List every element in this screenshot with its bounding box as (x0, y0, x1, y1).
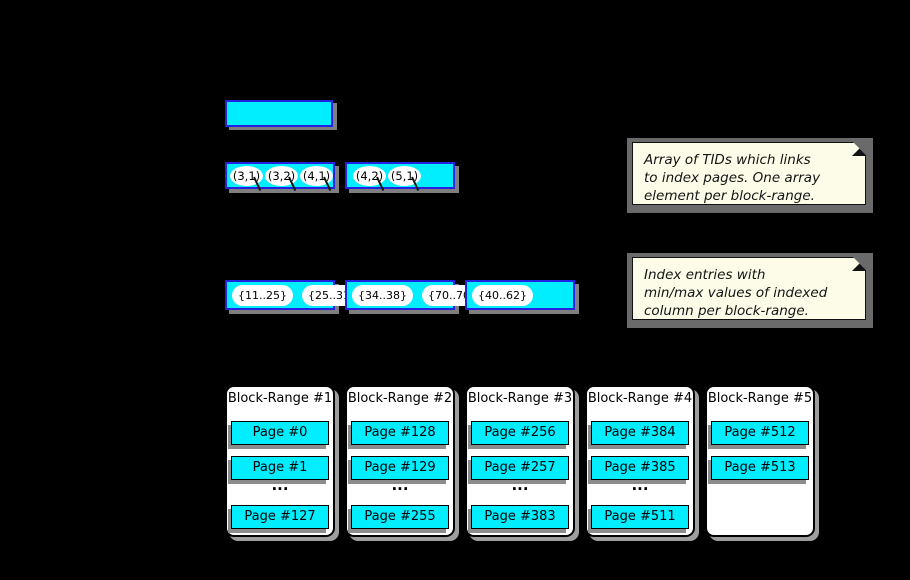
block-range-1: Block-Range #1 Page #0 Page #1 ... Page … (225, 385, 335, 537)
meta-page-box (225, 100, 333, 127)
note-paper: Index entries with min/max values of ind… (632, 257, 866, 320)
block-range-title: Block-Range #3 (467, 391, 573, 406)
page-box: Page #511 (591, 505, 689, 529)
note-tid-array: Array of TIDs which links to index pages… (627, 138, 873, 213)
page-box: Page #384 (591, 421, 689, 445)
folded-corner-icon (852, 258, 865, 271)
block-range-title: Block-Range #2 (347, 391, 453, 406)
note-index-entries: Index entries with min/max values of ind… (627, 253, 873, 328)
block-range-title: Block-Range #4 (587, 391, 693, 406)
ellipsis: ... (391, 476, 409, 494)
page-box: Page #127 (231, 505, 329, 529)
note-text: element per block-range. (644, 188, 815, 204)
page-box: Page #513 (711, 456, 809, 480)
minmax-entry: {34..38} (352, 284, 413, 306)
index-page-2: {34..38} {70..70} (345, 280, 483, 310)
note-text: min/max values of indexed (644, 285, 828, 301)
minmax-entry: {11..25} (232, 284, 293, 306)
minmax-entry: {40..62} (472, 284, 533, 306)
note-paper: Array of TIDs which links to index pages… (632, 142, 866, 205)
block-range-title: Block-Range #5 (707, 391, 813, 406)
note-text: column per block-range. (644, 303, 809, 319)
folded-corner-icon (852, 143, 865, 156)
note-text: Array of TIDs which links (644, 152, 811, 168)
ellipsis: ... (271, 476, 289, 494)
block-range-title: Block-Range #1 (227, 391, 333, 406)
block-range-2: Block-Range #2 Page #128 Page #129 ... P… (345, 385, 455, 537)
ellipsis: ... (511, 476, 529, 494)
ellipsis: ... (631, 476, 649, 494)
page-box: Page #256 (471, 421, 569, 445)
page-box: Page #0 (231, 421, 329, 445)
page-box: Page #385 (591, 456, 689, 480)
index-page-3: {40..62} (465, 280, 575, 310)
page-box: Page #129 (351, 456, 449, 480)
revmap-page-1: (3,1) (3,2) (4,1) (225, 162, 335, 192)
page-box: Page #128 (351, 421, 449, 445)
note-text: Index entries with (644, 267, 766, 283)
page-box: Page #255 (351, 505, 449, 529)
page-box: Page #512 (711, 421, 809, 445)
page-box: Page #257 (471, 456, 569, 480)
note-text: to index pages. One array (644, 170, 821, 186)
page-box: Page #383 (471, 505, 569, 529)
revmap-page-2: (4,2) (5,1) (345, 162, 455, 192)
block-range-3: Block-Range #3 Page #256 Page #257 ... P… (465, 385, 575, 537)
index-page-1: {11..25} {25..31} (225, 280, 363, 310)
block-range-5: Block-Range #5 Page #512 Page #513 (705, 385, 815, 537)
block-range-4: Block-Range #4 Page #384 Page #385 ... P… (585, 385, 695, 537)
page-box: Page #1 (231, 456, 329, 480)
